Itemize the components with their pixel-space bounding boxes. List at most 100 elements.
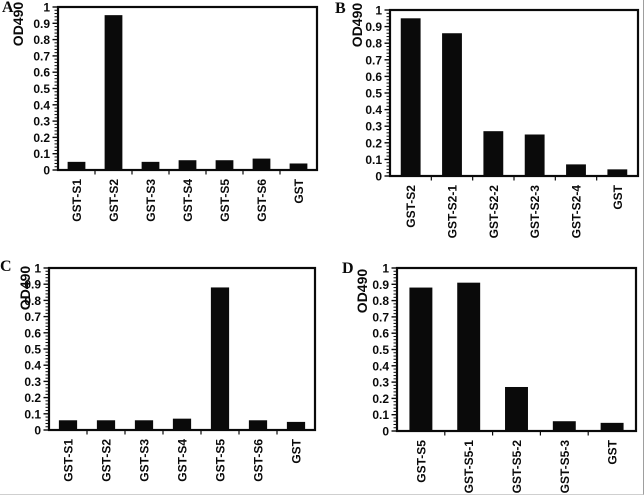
- y-tick-label: 0.1: [33, 147, 50, 161]
- bar-GST-S2: [400, 18, 421, 176]
- y-tick-label: 0.5: [33, 82, 50, 96]
- bar-GST-S5: [215, 160, 234, 170]
- x-category-label: GST-S2-1: [446, 185, 460, 239]
- x-category-label: GST-S5-3: [558, 440, 572, 494]
- y-tick-label: 0.8: [24, 294, 41, 308]
- bar-GST-S1: [67, 161, 86, 170]
- panel-letter-A: A: [2, 0, 14, 16]
- y-tick-label: 1: [375, 4, 382, 18]
- bar-GST-S5-2: [505, 386, 528, 431]
- y-axis-title: OD490: [10, 2, 26, 47]
- bar-GST-S2-2: [483, 131, 504, 176]
- x-category-label: GST-S6: [252, 439, 266, 482]
- y-tick-label: 0.1: [365, 153, 382, 167]
- y-tick-label: 0.4: [365, 103, 382, 117]
- y-tick-label: 1: [34, 262, 41, 276]
- y-tick-label: 0: [382, 425, 389, 439]
- bar-GST-S6: [252, 158, 271, 170]
- x-category-label: GST-S3: [138, 439, 152, 482]
- bar-chart-C: 0 0.1 0.2 0.3 0.4 0.5 0.6 0.7 0.8 0.9 1 GST-S1 GST-S…: [17, 262, 317, 482]
- y-tick-label: 0.2: [372, 392, 389, 406]
- x-category-label: GST-S2: [404, 185, 418, 228]
- y-tick-label: 0.5: [372, 343, 389, 357]
- y-tick-label: 0.8: [33, 33, 50, 47]
- y-axis-title: OD490: [354, 269, 370, 314]
- y-tick-label: 0.7: [365, 53, 382, 67]
- y-tick-label: 0.5: [365, 87, 382, 101]
- y-tick-label: 0.9: [24, 278, 41, 292]
- x-category-label: GST-S2-4: [570, 185, 584, 239]
- y-tick-label: 0.9: [365, 20, 382, 34]
- x-category-label: GST-S5: [214, 439, 228, 482]
- bar-GST-S2-3: [524, 134, 545, 176]
- panel-C: C 0 0.1 0.2 0.3 0.4 0.5 0.6 0.7 0.8 0.9 1 GST-S1 GST…: [0, 247, 322, 494]
- y-tick-label: 1: [382, 262, 389, 276]
- bar-GST-S2: [104, 15, 123, 171]
- bar-GST-S4: [178, 160, 197, 170]
- x-category-label: GST-S1: [70, 179, 84, 222]
- bar-GST-S5-3: [552, 421, 576, 431]
- y-tick-label: 0: [43, 164, 50, 178]
- y-tick-label: 0.3: [372, 376, 389, 390]
- y-tick-label: 1: [43, 1, 50, 15]
- y-tick-label: 0.3: [24, 375, 41, 389]
- x-category-label: GST-S5: [218, 179, 232, 222]
- x-category-label: GST-S2-2: [487, 185, 501, 239]
- panel-letter-B: B: [335, 0, 346, 17]
- y-tick-label: 0.2: [33, 131, 50, 145]
- bar-GST: [289, 163, 308, 170]
- bar-GST-S6: [248, 420, 268, 430]
- panel-letter-D: D: [342, 260, 354, 277]
- y-tick-label: 0.5: [24, 343, 41, 357]
- x-category-label: GST-S1: [62, 439, 76, 482]
- bar-GST-S5: [210, 287, 230, 430]
- bar-GST-S3: [141, 161, 160, 170]
- y-tick-label: 0.2: [365, 136, 382, 150]
- y-tick-label: 0.6: [24, 326, 41, 340]
- x-category-label: GST-S4: [181, 179, 195, 222]
- x-category-label: GST-S5-2: [510, 440, 524, 494]
- y-tick-label: 0.1: [372, 408, 389, 422]
- bar-chart-B: 0 0.1 0.2 0.3 0.4 0.5 0.6 0.7 0.8 0.9 1 GST-S2 GST-S…: [349, 3, 640, 239]
- bar-GST-S2: [96, 420, 116, 430]
- panel-D: D 0 0.1 0.2 0.3 0.4 0.5 0.6 0.7 0.8 0.9 1 GST-S5 GST…: [322, 247, 643, 494]
- x-category-label: GST-S5: [414, 440, 428, 483]
- bar-GST-S4: [172, 418, 192, 430]
- x-category-label: GST-S2: [107, 179, 121, 222]
- plot-frame: [56, 5, 319, 172]
- bar-GST-S2-4: [566, 164, 586, 176]
- bar-GST-S5: [409, 287, 433, 431]
- y-tick-label: 0.2: [24, 391, 41, 405]
- bar-GST-S1: [58, 420, 78, 430]
- plot-frame: [47, 266, 317, 432]
- y-tick-label: 0.1: [24, 407, 41, 421]
- x-category-label: GST: [290, 438, 304, 463]
- bar-chart-A: 0 0.1 0.2 0.3 0.4 0.5 0.6 0.7 0.8 0.9 1 GST-S1 GST-S…: [10, 1, 319, 222]
- x-category-label: GST-S2-3: [528, 185, 542, 239]
- y-tick-label: 0.6: [365, 70, 382, 84]
- y-tick-label: 0.7: [372, 310, 389, 324]
- x-category-label: GST: [292, 178, 306, 203]
- bar-GST-S5-1: [457, 282, 481, 431]
- x-category-label: GST: [606, 439, 620, 464]
- panel-letter-C: C: [0, 258, 12, 275]
- y-tick-label: 0.9: [33, 17, 50, 31]
- y-axis-title: OD490: [17, 266, 33, 311]
- bar-GST-S3: [134, 420, 154, 430]
- x-category-label: GST-S3: [144, 179, 158, 222]
- x-category-label: GST-S2: [100, 439, 114, 482]
- y-tick-label: 0: [34, 424, 41, 438]
- bar-GST: [600, 422, 624, 431]
- y-tick-label: 0.9: [372, 278, 389, 292]
- y-tick-label: 0.3: [365, 120, 382, 134]
- y-tick-label: 0.8: [372, 294, 389, 308]
- y-tick-label: 0.6: [33, 66, 50, 80]
- bar-chart-D: 0 0.1 0.2 0.3 0.4 0.5 0.6 0.7 0.8 0.9 1 GST-S5 GST-S…: [354, 262, 638, 494]
- y-tick-label: 0.3: [33, 115, 50, 129]
- panel-B: B 0 0.1 0.2 0.3 0.4 0.5 0.6 0.7 0.8 0.9 1 GST-S2 GST…: [322, 0, 643, 248]
- y-axis-title: OD490: [349, 3, 365, 48]
- y-tick-label: 0.4: [24, 359, 41, 373]
- y-tick-label: 0.4: [372, 359, 389, 373]
- bar-GST: [607, 169, 628, 176]
